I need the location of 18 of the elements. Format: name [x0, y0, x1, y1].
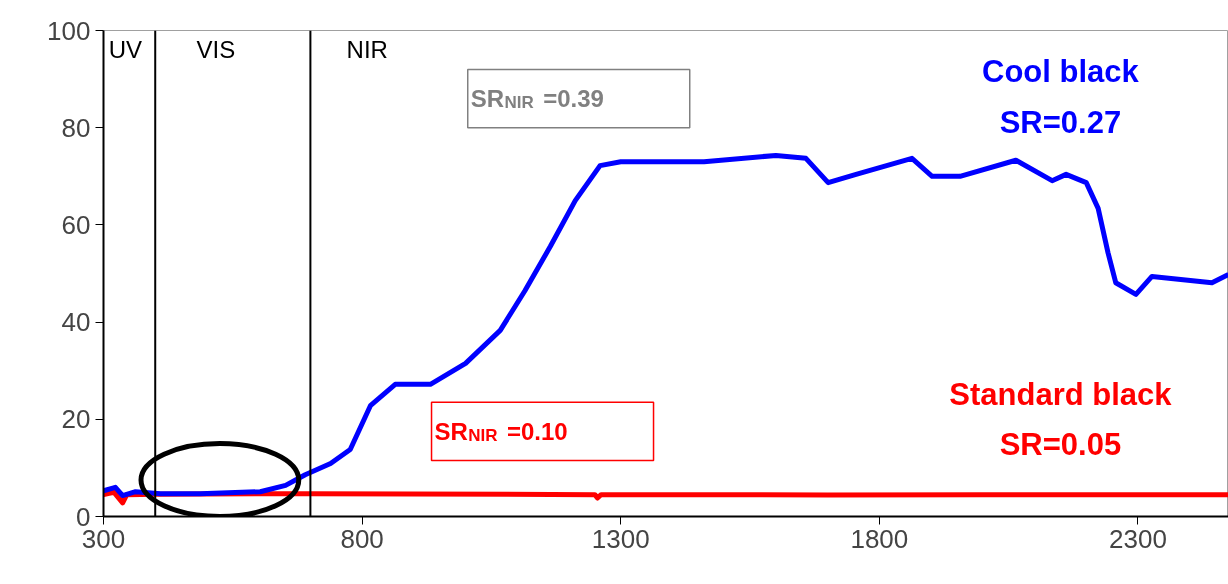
- annotation: VIS: [196, 36, 236, 64]
- annotation: SRNIR=0.39: [470, 85, 604, 113]
- y-tick-label: 60: [61, 209, 91, 240]
- x-tick-label: 1300: [591, 523, 650, 554]
- text: Standard black: [949, 377, 1173, 413]
- y-tick-label: 80: [61, 112, 91, 143]
- y-tick-label: 20: [61, 404, 91, 435]
- text: Cool black: [982, 53, 1140, 89]
- annotation: NIR: [346, 36, 388, 64]
- x-tick-label: 2300: [1109, 523, 1167, 554]
- x-tick-label: 800: [340, 523, 384, 554]
- x-tick-label: 1800: [850, 523, 909, 554]
- y-tick-label: 100: [47, 15, 91, 46]
- annotation: UV: [108, 36, 143, 64]
- annotation: SR=0.27: [999, 105, 1122, 141]
- y-tick-label: 40: [61, 307, 91, 338]
- annotation: SR=0.05: [999, 427, 1122, 463]
- annotation: SRNIR=0.10: [434, 417, 568, 445]
